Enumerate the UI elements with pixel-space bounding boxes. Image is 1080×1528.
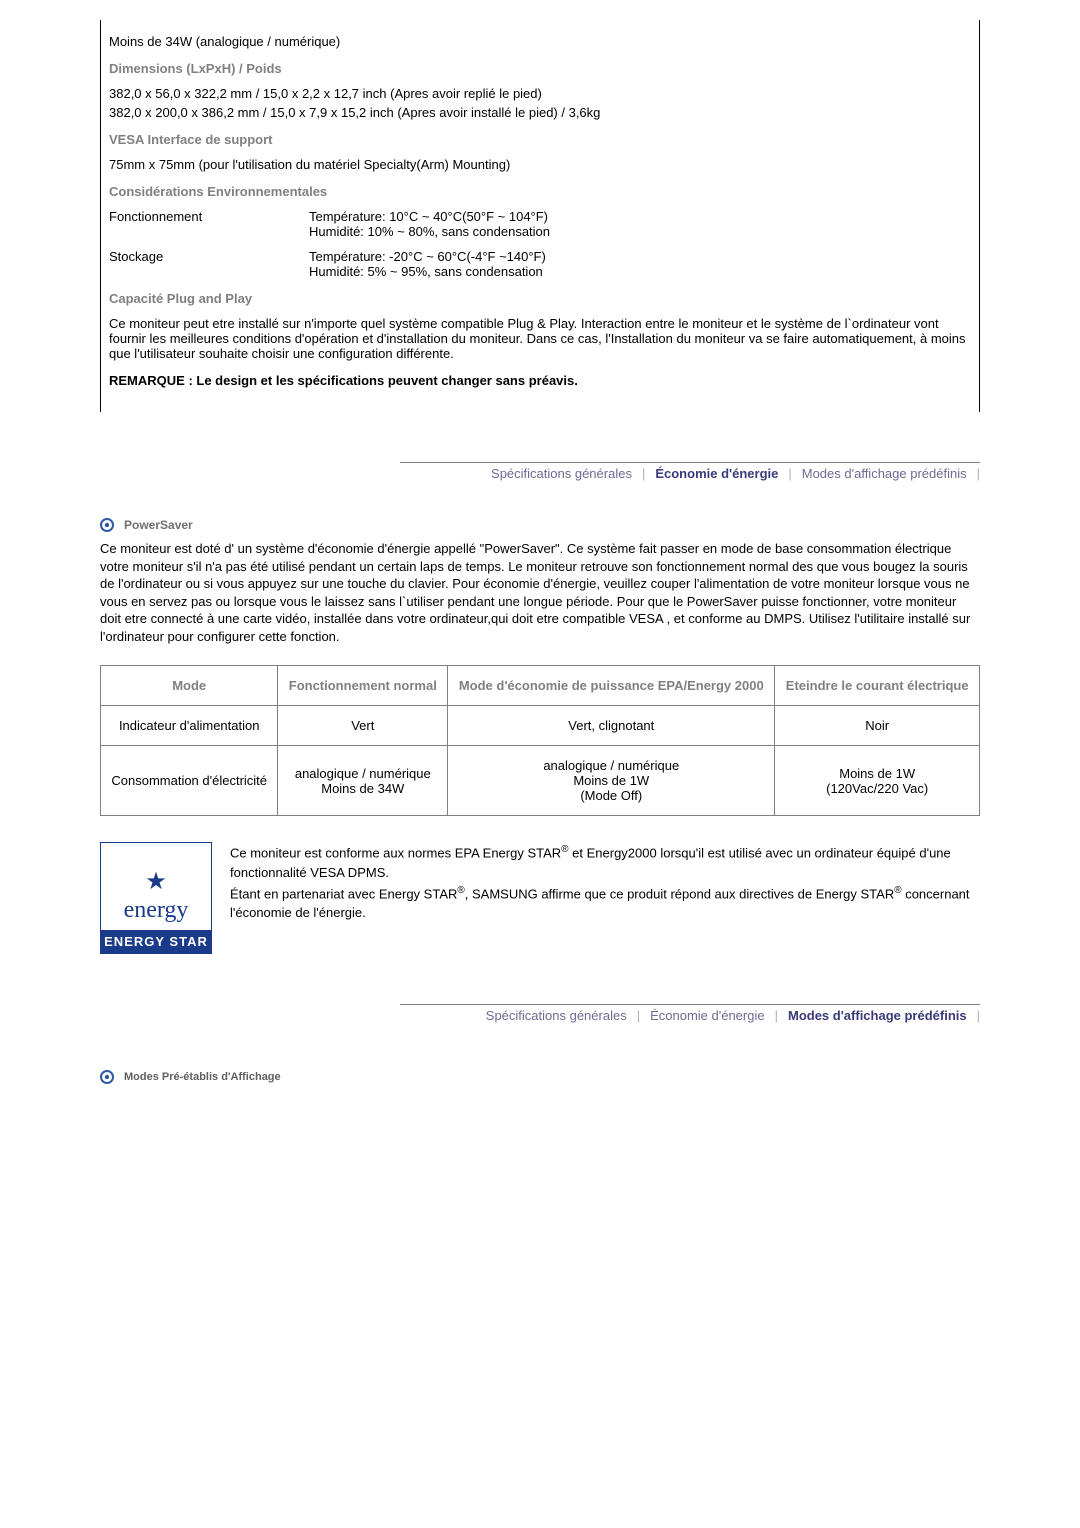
energy-star-logo: ★ energy ENERGY STAR [100,842,210,954]
tab-general[interactable]: Spécifications générales [486,1008,627,1023]
operation-label: Fonctionnement [109,209,309,239]
vesa-text: 75mm x 75mm (pour l'utilisation du matér… [109,157,971,172]
tab-separator: | [642,466,645,481]
powersaver-title: PowerSaver [124,518,193,532]
pnp-text: Ce moniteur peut etre installé sur n'imp… [109,316,971,361]
vesa-heading: VESA Interface de support [109,132,971,147]
tab-preset[interactable]: Modes d'affichage prédéfinis [788,1008,967,1023]
table-header: Eteindre le courant électrique [775,666,980,706]
tab-divider [400,1004,980,1005]
tab-energy[interactable]: Économie d'énergie [655,466,778,481]
tab-separator: | [637,1008,640,1023]
preset-modes-heading: Modes Pré-établis d'Affichage [124,1071,281,1083]
table-header: Mode d'économie de puissance EPA/Energy … [448,666,775,706]
tab-energy[interactable]: Économie d'énergie [650,1008,765,1023]
operation-humidity: Humidité: 10% ~ 80%, sans condensation [309,224,971,239]
dimensions-heading: Dimensions (LxPxH) / Poids [109,61,971,76]
storage-temp: Température: -20°C ~ 60°C(-4°F ~140°F) [309,249,971,264]
bullet-icon [100,1070,114,1084]
power-modes-table: Mode Fonctionnement normal Mode d'économ… [100,665,980,816]
storage-label: Stockage [109,249,309,279]
table-header: Mode [101,666,278,706]
tab-separator: | [977,466,980,481]
table-cell: Consommation d'électricité [101,746,278,816]
tab-preset[interactable]: Modes d'affichage prédéfinis [802,466,967,481]
table-cell: Indicateur d'alimentation [101,706,278,746]
dimensions-line1: 382,0 x 56,0 x 322,2 mm / 15,0 x 2,2 x 1… [109,86,971,101]
table-cell: Vert, clignotant [448,706,775,746]
table-header: Fonctionnement normal [278,666,448,706]
table-row: Consommation d'électricité analogique / … [101,746,980,816]
bullet-icon [100,518,114,532]
tab-separator: | [775,1008,778,1023]
cert-text: Ce moniteur est conforme aux normes EPA … [230,842,980,954]
storage-humidity: Humidité: 5% ~ 95%, sans condensation [309,264,971,279]
power-consumption-text: Moins de 34W (analogique / numérique) [109,34,971,49]
table-cell: Vert [278,706,448,746]
tab-divider [400,462,980,463]
table-cell: analogique / numériqueMoins de 34W [278,746,448,816]
env-heading: Considérations Environnementales [109,184,971,199]
remark-text: REMARQUE : Le design et les spécificatio… [109,373,971,388]
tab-general[interactable]: Spécifications générales [491,466,632,481]
operation-temp: Température: 10°C ~ 40°C(50°F ~ 104°F) [309,209,971,224]
dimensions-line2: 382,0 x 200,0 x 386,2 mm / 15,0 x 7,9 x … [109,105,971,120]
table-cell: Noir [775,706,980,746]
tab-separator: | [977,1008,980,1023]
tab-separator: | [788,466,791,481]
table-cell: analogique / numériqueMoins de 1W(Mode O… [448,746,775,816]
table-cell: Moins de 1W(120Vac/220 Vac) [775,746,980,816]
powersaver-paragraph: Ce moniteur est doté d' un système d'éco… [100,540,980,645]
table-row: Indicateur d'alimentation Vert Vert, cli… [101,706,980,746]
pnp-heading: Capacité Plug and Play [109,291,971,306]
